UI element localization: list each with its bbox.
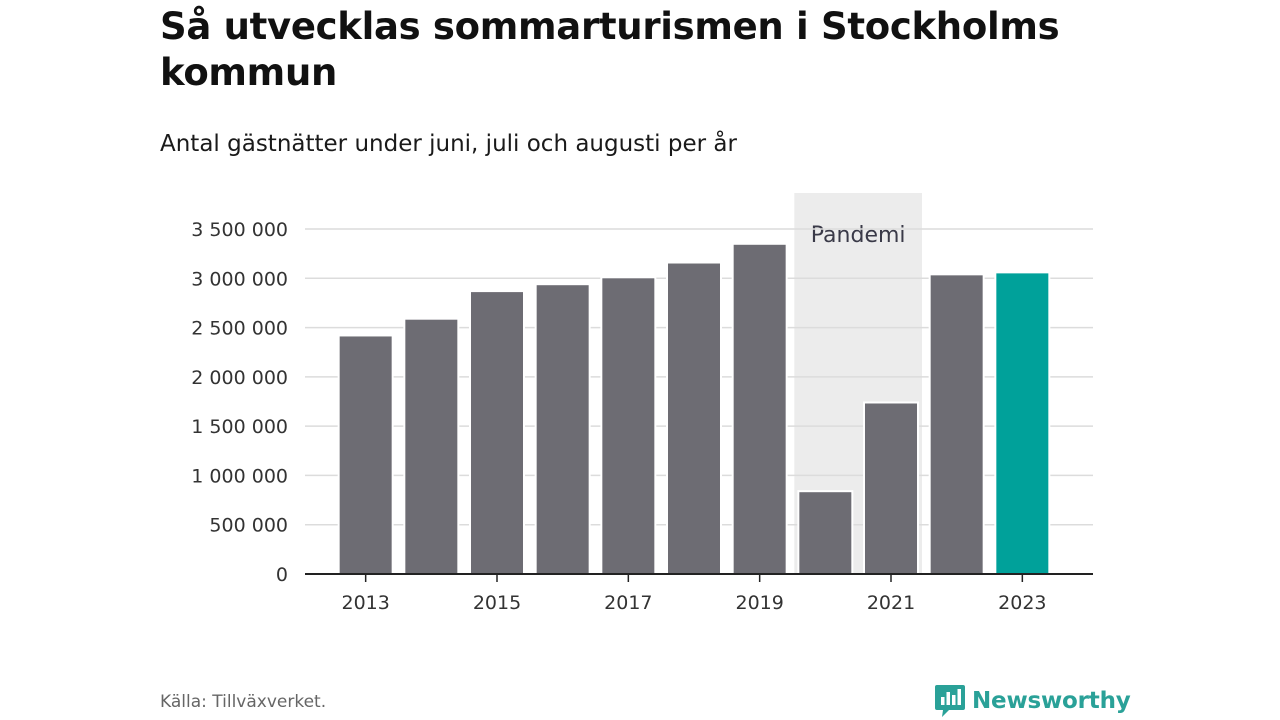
bar-2019 — [731, 242, 788, 576]
bar-2014 — [403, 317, 460, 576]
y-tick-label: 2 500 000 — [191, 318, 288, 340]
y-axis-ticks: 0 500 000 1 000 000 1 500 000 2 000 000 2 500… — [191, 219, 288, 586]
brand-logo: Newsworthy — [934, 683, 1131, 719]
bar-2022 — [928, 273, 985, 575]
bar-2017 — [600, 276, 657, 575]
bars — [337, 242, 1051, 576]
chart-title: Så utvecklas sommarturismen i Stockholms… — [160, 5, 1060, 94]
x-tick-label: 2019 — [735, 592, 783, 614]
y-tick-label: 3 500 000 — [191, 219, 288, 241]
y-tick-label: 1 500 000 — [191, 416, 288, 438]
bar-2016 — [534, 283, 591, 575]
source-note: Källa: Tillväxverket. — [160, 692, 327, 712]
bar-2013 — [337, 334, 394, 576]
bar-2015 — [469, 290, 525, 575]
bar-2018 — [666, 261, 722, 575]
bar-2023 — [994, 271, 1051, 575]
bar-2020 — [797, 490, 854, 576]
x-tick-label: 2017 — [604, 592, 652, 614]
pandemic-band-label: Pandemi — [811, 223, 906, 248]
x-tick-label: 2021 — [867, 592, 915, 614]
y-tick-label: 2 000 000 — [191, 367, 288, 389]
bar-2021 — [863, 401, 919, 575]
y-tick-label: 0 — [276, 564, 288, 586]
x-tick-label: 2015 — [473, 592, 521, 614]
y-tick-label: 1 000 000 — [191, 465, 288, 487]
chart-subtitle: Antal gästnätter under juni, juli och au… — [160, 131, 737, 157]
x-tick-label: 2013 — [341, 592, 389, 614]
x-tick-label: 2023 — [998, 592, 1046, 614]
newsworthy-logo-icon — [935, 685, 965, 717]
y-tick-label: 500 000 — [209, 515, 288, 537]
x-axis-ticks: 2013 2015 2017 2019 2021 2023 — [341, 574, 1047, 614]
y-tick-label: 3 000 000 — [191, 268, 288, 290]
brand-name: Newsworthy — [972, 688, 1131, 714]
